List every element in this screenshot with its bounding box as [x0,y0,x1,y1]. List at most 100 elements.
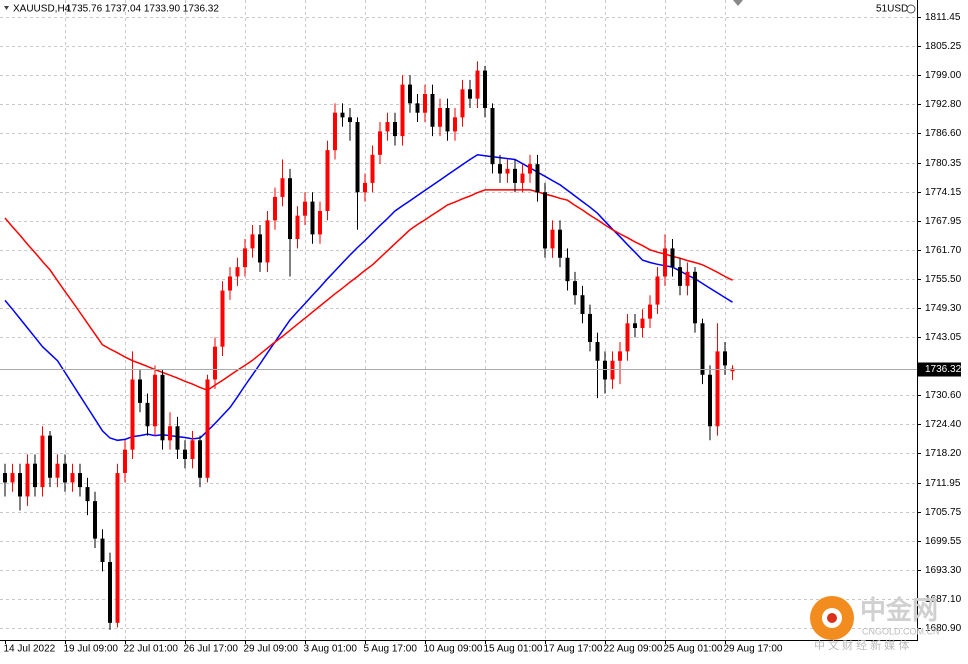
candle-body [130,379,135,450]
axes: 1811.45 1805.25 1799.00 1792.80 1786.60 1780.… [4,12,962,655]
candle-body [670,248,675,268]
candle-body [220,290,225,347]
candle-body [588,313,592,343]
candle-body [175,426,180,450]
candle-body [475,70,480,99]
moving-average [4,154,733,442]
candle-body [490,108,495,165]
candle-body [378,131,382,155]
grid [0,0,917,640]
candle-body [715,351,720,427]
candle-body [18,473,22,497]
y-tick-label: 1761.70 [925,245,962,256]
candle-body [498,164,502,174]
candle-body [55,463,60,478]
candle-body [280,178,285,197]
last-price-label: 1736.32 [925,364,962,375]
y-tick-label: 1743.05 [925,332,962,343]
candle-body [625,323,630,352]
symbol: XAUUSD,H4 [13,4,71,15]
y-tick-label: 1799.00 [925,70,962,81]
candle-body [633,323,637,328]
candle-body [723,351,727,366]
x-tick-label: 15 Aug 01:00 [484,644,543,655]
candle-body [325,150,330,211]
candle-body [693,271,697,324]
candle-body [483,70,487,109]
y-tick-label: 1792.80 [925,99,962,110]
candle-body [558,229,562,258]
x-tick-label: 5 Aug 17:00 [364,644,418,655]
y-tick-label: 1724.40 [925,419,962,430]
y-tick-label: 1805.25 [925,41,962,52]
candle-body [468,89,472,99]
y-tick-label: 1718.20 [925,448,962,459]
close-icon[interactable] [906,4,916,14]
candle-body [303,201,307,216]
candle-body [100,538,105,562]
candle-body [70,473,75,483]
y-tick-label: 1687.10 [925,594,962,605]
candle-body [235,267,240,277]
y-tick-label: 1755.50 [925,274,962,285]
candle-body [393,122,397,137]
candle-body [160,374,165,441]
candle-body [123,449,127,474]
logo-site: CNGOLD.COM.CN [862,626,940,636]
candle-body [243,248,247,268]
candle-body [603,360,607,380]
logo-dot [827,613,837,623]
moving-average [4,189,733,392]
candle-body [453,117,457,132]
y-tick-label: 1786.60 [925,128,962,139]
candle-body [543,192,547,249]
candle-body [48,435,52,478]
plot [0,61,917,630]
account: 51USD [876,4,908,15]
candle-body [535,164,540,193]
candle-body [423,93,427,113]
candle-body [318,210,322,235]
candle-body [205,379,210,478]
candle-body [580,295,585,314]
candle-body [595,342,600,361]
x-tick-label: 10 Aug 09:00 [424,644,483,655]
header-icon [4,6,9,10]
candle-body [310,201,315,235]
candle-body [513,168,517,183]
header-info: 1735.76 1737.04 1733.90 1736.32 [66,4,219,15]
candle-body [115,473,120,623]
candle-body [610,360,615,380]
candle-body [348,117,352,123]
candle-body [63,463,67,483]
candle-body [190,440,195,460]
shift-marker [733,0,743,6]
candle-body [333,112,337,151]
candle-body [250,234,255,249]
candle-body [25,463,30,497]
candle-body [363,182,367,193]
candle-body [648,304,652,319]
candle-body [408,84,412,104]
x-tick-label: 29 Aug 17:00 [724,644,783,655]
logo-slogan: 中 文 财 经 新 媒 体 [814,638,909,652]
candle-body [400,84,405,137]
y-tick-label: 1767.95 [925,216,962,227]
candle-body [145,402,150,427]
logo-name: 中金网 [860,595,938,625]
candle-body [85,487,90,502]
candle-body [183,449,187,460]
y-tick-label: 1699.55 [925,536,962,547]
candle-body [138,379,142,403]
candle-body [655,276,660,305]
x-tick-label: 25 Aug 01:00 [664,644,723,655]
y-tick-label: 1780.35 [925,158,962,169]
candle-body [258,234,262,263]
candle-body [228,276,232,291]
candle-body [640,318,645,328]
x-tick-label: 29 Jul 09:00 [244,644,299,655]
candle-body [520,173,525,183]
candle-body [685,271,690,286]
candle-body [430,93,435,127]
